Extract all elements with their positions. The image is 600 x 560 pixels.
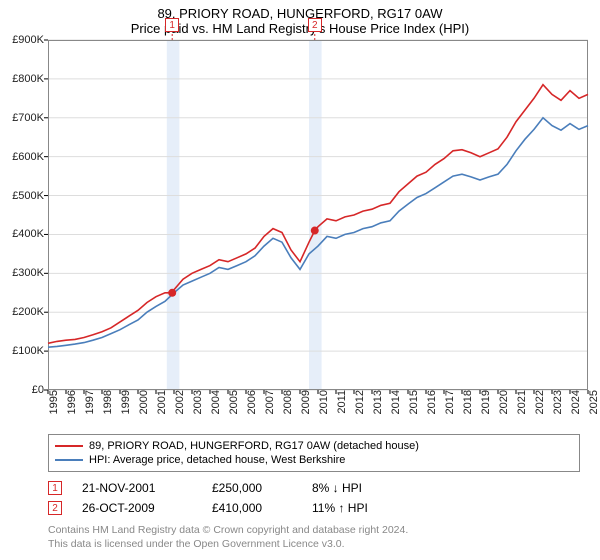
- x-axis-tick-label: 2022: [534, 390, 546, 414]
- chart-plot-area: £0£100K£200K£300K£400K£500K£600K£700K£80…: [48, 40, 590, 390]
- x-axis-tick-label: 2007: [264, 390, 276, 414]
- sale-date: 26-OCT-2009: [82, 501, 192, 515]
- x-axis-tick-label: 2006: [246, 390, 258, 414]
- footer-line-1: Contains HM Land Registry data © Crown c…: [48, 524, 580, 538]
- y-axis-tick-label: £900K: [12, 34, 44, 46]
- x-axis-tick-label: 1999: [120, 390, 132, 414]
- legend-label: 89, PRIORY ROAD, HUNGERFORD, RG17 0AW (d…: [89, 440, 419, 452]
- y-axis-tick-label: £600K: [12, 151, 44, 163]
- sale-row: 2 26-OCT-2009 £410,000 11% ↑ HPI: [48, 498, 580, 518]
- legend-item: 89, PRIORY ROAD, HUNGERFORD, RG17 0AW (d…: [55, 439, 573, 453]
- sale-marker-label: 1: [165, 18, 179, 32]
- legend-label: HPI: Average price, detached house, West…: [89, 454, 345, 466]
- sale-diff: 8% ↓ HPI: [312, 481, 362, 495]
- sale-marker-icon: 1: [48, 481, 62, 495]
- chart-title: 89, PRIORY ROAD, HUNGERFORD, RG17 0AW: [0, 0, 600, 21]
- x-axis-tick-label: 2016: [426, 390, 438, 414]
- x-axis-tick-label: 2009: [300, 390, 312, 414]
- x-axis-tick-label: 2002: [174, 390, 186, 414]
- x-axis-tick-label: 2015: [408, 390, 420, 414]
- x-axis-tick-label: 2008: [282, 390, 294, 414]
- legend-item: HPI: Average price, detached house, West…: [55, 453, 573, 467]
- x-axis-tick-label: 2014: [390, 390, 402, 414]
- x-axis-tick-label: 2023: [552, 390, 564, 414]
- x-axis-tick-label: 2001: [156, 390, 168, 414]
- chart-container: 89, PRIORY ROAD, HUNGERFORD, RG17 0AW Pr…: [0, 0, 600, 560]
- chart-svg: [48, 40, 588, 390]
- x-axis-tick-label: 2010: [318, 390, 330, 414]
- sale-price: £410,000: [212, 501, 292, 515]
- x-axis-tick-label: 2003: [192, 390, 204, 414]
- x-axis-tick-label: 2004: [210, 390, 222, 414]
- x-axis-tick-label: 2024: [570, 390, 582, 414]
- sales-table: 1 21-NOV-2001 £250,000 8% ↓ HPI 2 26-OCT-2009…: [48, 478, 580, 518]
- x-axis-tick-label: 2025: [588, 390, 600, 414]
- x-axis-tick-label: 2020: [498, 390, 510, 414]
- x-axis-tick-label: 2019: [480, 390, 492, 414]
- x-axis-tick-label: 2011: [336, 390, 348, 414]
- x-axis-tick-label: 2005: [228, 390, 240, 414]
- x-axis-tick-label: 2021: [516, 390, 528, 414]
- sale-marker-icon: 2: [48, 501, 62, 515]
- sale-price: £250,000: [212, 481, 292, 495]
- sale-marker-label: 2: [308, 18, 322, 32]
- x-axis-tick-label: 1995: [48, 390, 60, 414]
- x-axis-tick-label: 2018: [462, 390, 474, 414]
- y-axis-tick-label: £200K: [12, 306, 44, 318]
- legend-box: 89, PRIORY ROAD, HUNGERFORD, RG17 0AW (d…: [48, 434, 580, 472]
- y-axis-tick-label: £100K: [12, 345, 44, 357]
- legend-swatch: [55, 445, 83, 447]
- y-axis-tick-label: £0: [32, 384, 44, 396]
- y-axis-tick-label: £300K: [12, 267, 44, 279]
- footer-text: Contains HM Land Registry data © Crown c…: [48, 524, 580, 551]
- x-axis-tick-label: 1998: [102, 390, 114, 414]
- y-axis-tick-label: £500K: [12, 190, 44, 202]
- x-axis-tick-label: 2017: [444, 390, 456, 414]
- chart-subtitle: Price paid vs. HM Land Registry's House …: [0, 21, 600, 40]
- y-axis-tick-label: £700K: [12, 112, 44, 124]
- y-axis-tick-label: £400K: [12, 228, 44, 240]
- x-axis-tick-label: 2000: [138, 390, 150, 414]
- x-axis-tick-label: 2012: [354, 390, 366, 414]
- x-axis-tick-label: 1996: [66, 390, 78, 414]
- y-axis-tick-label: £800K: [12, 73, 44, 85]
- sale-date: 21-NOV-2001: [82, 481, 192, 495]
- legend-swatch: [55, 459, 83, 461]
- x-axis-tick-label: 1997: [84, 390, 96, 414]
- sale-row: 1 21-NOV-2001 £250,000 8% ↓ HPI: [48, 478, 580, 498]
- x-axis-tick-label: 2013: [372, 390, 384, 414]
- sale-diff: 11% ↑ HPI: [312, 501, 368, 515]
- footer-line-2: This data is licensed under the Open Gov…: [48, 538, 580, 552]
